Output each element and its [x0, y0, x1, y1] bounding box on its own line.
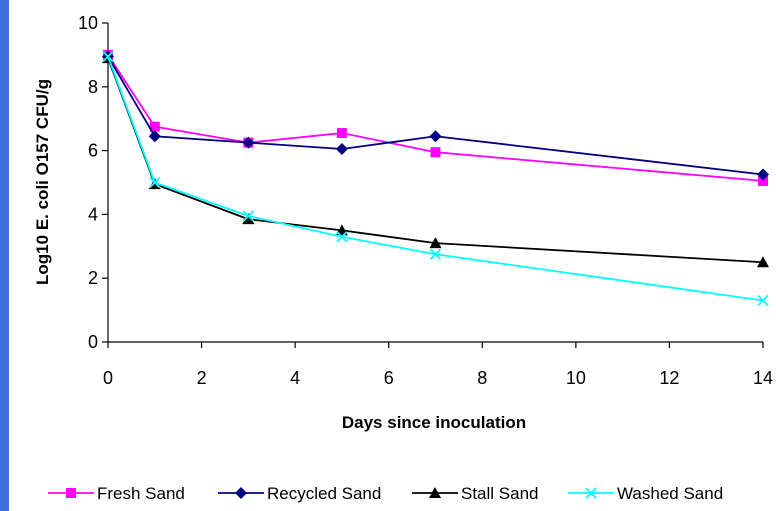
- data-point: [430, 147, 441, 158]
- axes: 0 2 4 6 8 10 0 2 4 6 8 10 12 14: [78, 13, 773, 388]
- y-axis-title: Log10 E. coli O157 CFU/g: [33, 79, 52, 285]
- x-marker-stroke: [585, 487, 597, 499]
- data-point: [148, 130, 161, 143]
- x-marker-stroke: [757, 294, 769, 307]
- y-tick-label: 0: [88, 332, 98, 352]
- y-tick-label: 10: [78, 13, 98, 33]
- legend-item: Stall Sand: [412, 484, 539, 503]
- x-marker-stroke: [149, 176, 161, 189]
- series-line: [107, 54, 764, 182]
- data-point: [335, 143, 348, 156]
- legend-marker: [66, 488, 76, 498]
- data-point: [242, 136, 255, 149]
- x-axis-title: Days since inoculation: [342, 413, 526, 432]
- legend-label: Stall Sand: [461, 484, 539, 503]
- series-line: [107, 56, 764, 302]
- series-recycled-sand: [102, 50, 769, 181]
- data-point: [242, 213, 255, 225]
- data-point: [757, 168, 769, 181]
- series-line: [107, 57, 764, 264]
- y-tick-label: 4: [88, 204, 98, 224]
- legend-item: Washed Sand: [568, 484, 723, 503]
- legend-label: Fresh Sand: [97, 484, 185, 503]
- legend-marker: [585, 487, 597, 499]
- x-tick-label: 14: [753, 368, 773, 388]
- legend-label: Recycled Sand: [267, 484, 381, 503]
- x-marker-stroke: [242, 210, 254, 222]
- data-point: [149, 176, 161, 189]
- legend-item: Recycled Sand: [218, 484, 381, 503]
- data-point: [102, 50, 114, 63]
- legend: Fresh Sand Recycled Sand Stall Sand Washed …: [48, 484, 723, 503]
- y-tick-label: 2: [88, 268, 98, 288]
- x-tick-label: 8: [477, 368, 487, 388]
- y-tick-label: 8: [88, 77, 98, 97]
- left-edge-bar: [0, 0, 9, 511]
- data-point: [757, 256, 769, 268]
- legend-marker: [429, 487, 441, 498]
- series-fresh-sand: [103, 49, 768, 186]
- x-tick-label: 12: [659, 368, 679, 388]
- series-line: [107, 56, 764, 176]
- series-stall-sand: [102, 52, 769, 268]
- data-point: [429, 248, 442, 260]
- data-point: [757, 294, 769, 307]
- data-point: [242, 210, 254, 222]
- data-point: [758, 175, 768, 186]
- legend-item: Fresh Sand: [48, 484, 185, 503]
- x-tick-label: 2: [197, 368, 207, 388]
- data-point: [429, 130, 442, 143]
- x-tick-label: 0: [103, 368, 113, 388]
- x-marker-stroke: [336, 231, 348, 243]
- x-marker-stroke: [102, 50, 114, 63]
- legend-label: Washed Sand: [617, 484, 723, 503]
- x-tick-label: 4: [290, 368, 300, 388]
- data-point: [336, 128, 347, 139]
- series-layer: [102, 49, 769, 307]
- x-marker-stroke: [429, 248, 442, 260]
- data-point: [336, 231, 348, 243]
- series-washed-sand: [102, 50, 769, 307]
- data-point: [429, 237, 442, 249]
- legend-marker: [235, 487, 247, 499]
- data-point: [149, 121, 160, 132]
- x-tick-label: 6: [384, 368, 394, 388]
- y-tick-label: 6: [88, 141, 98, 161]
- x-tick-label: 10: [566, 368, 586, 388]
